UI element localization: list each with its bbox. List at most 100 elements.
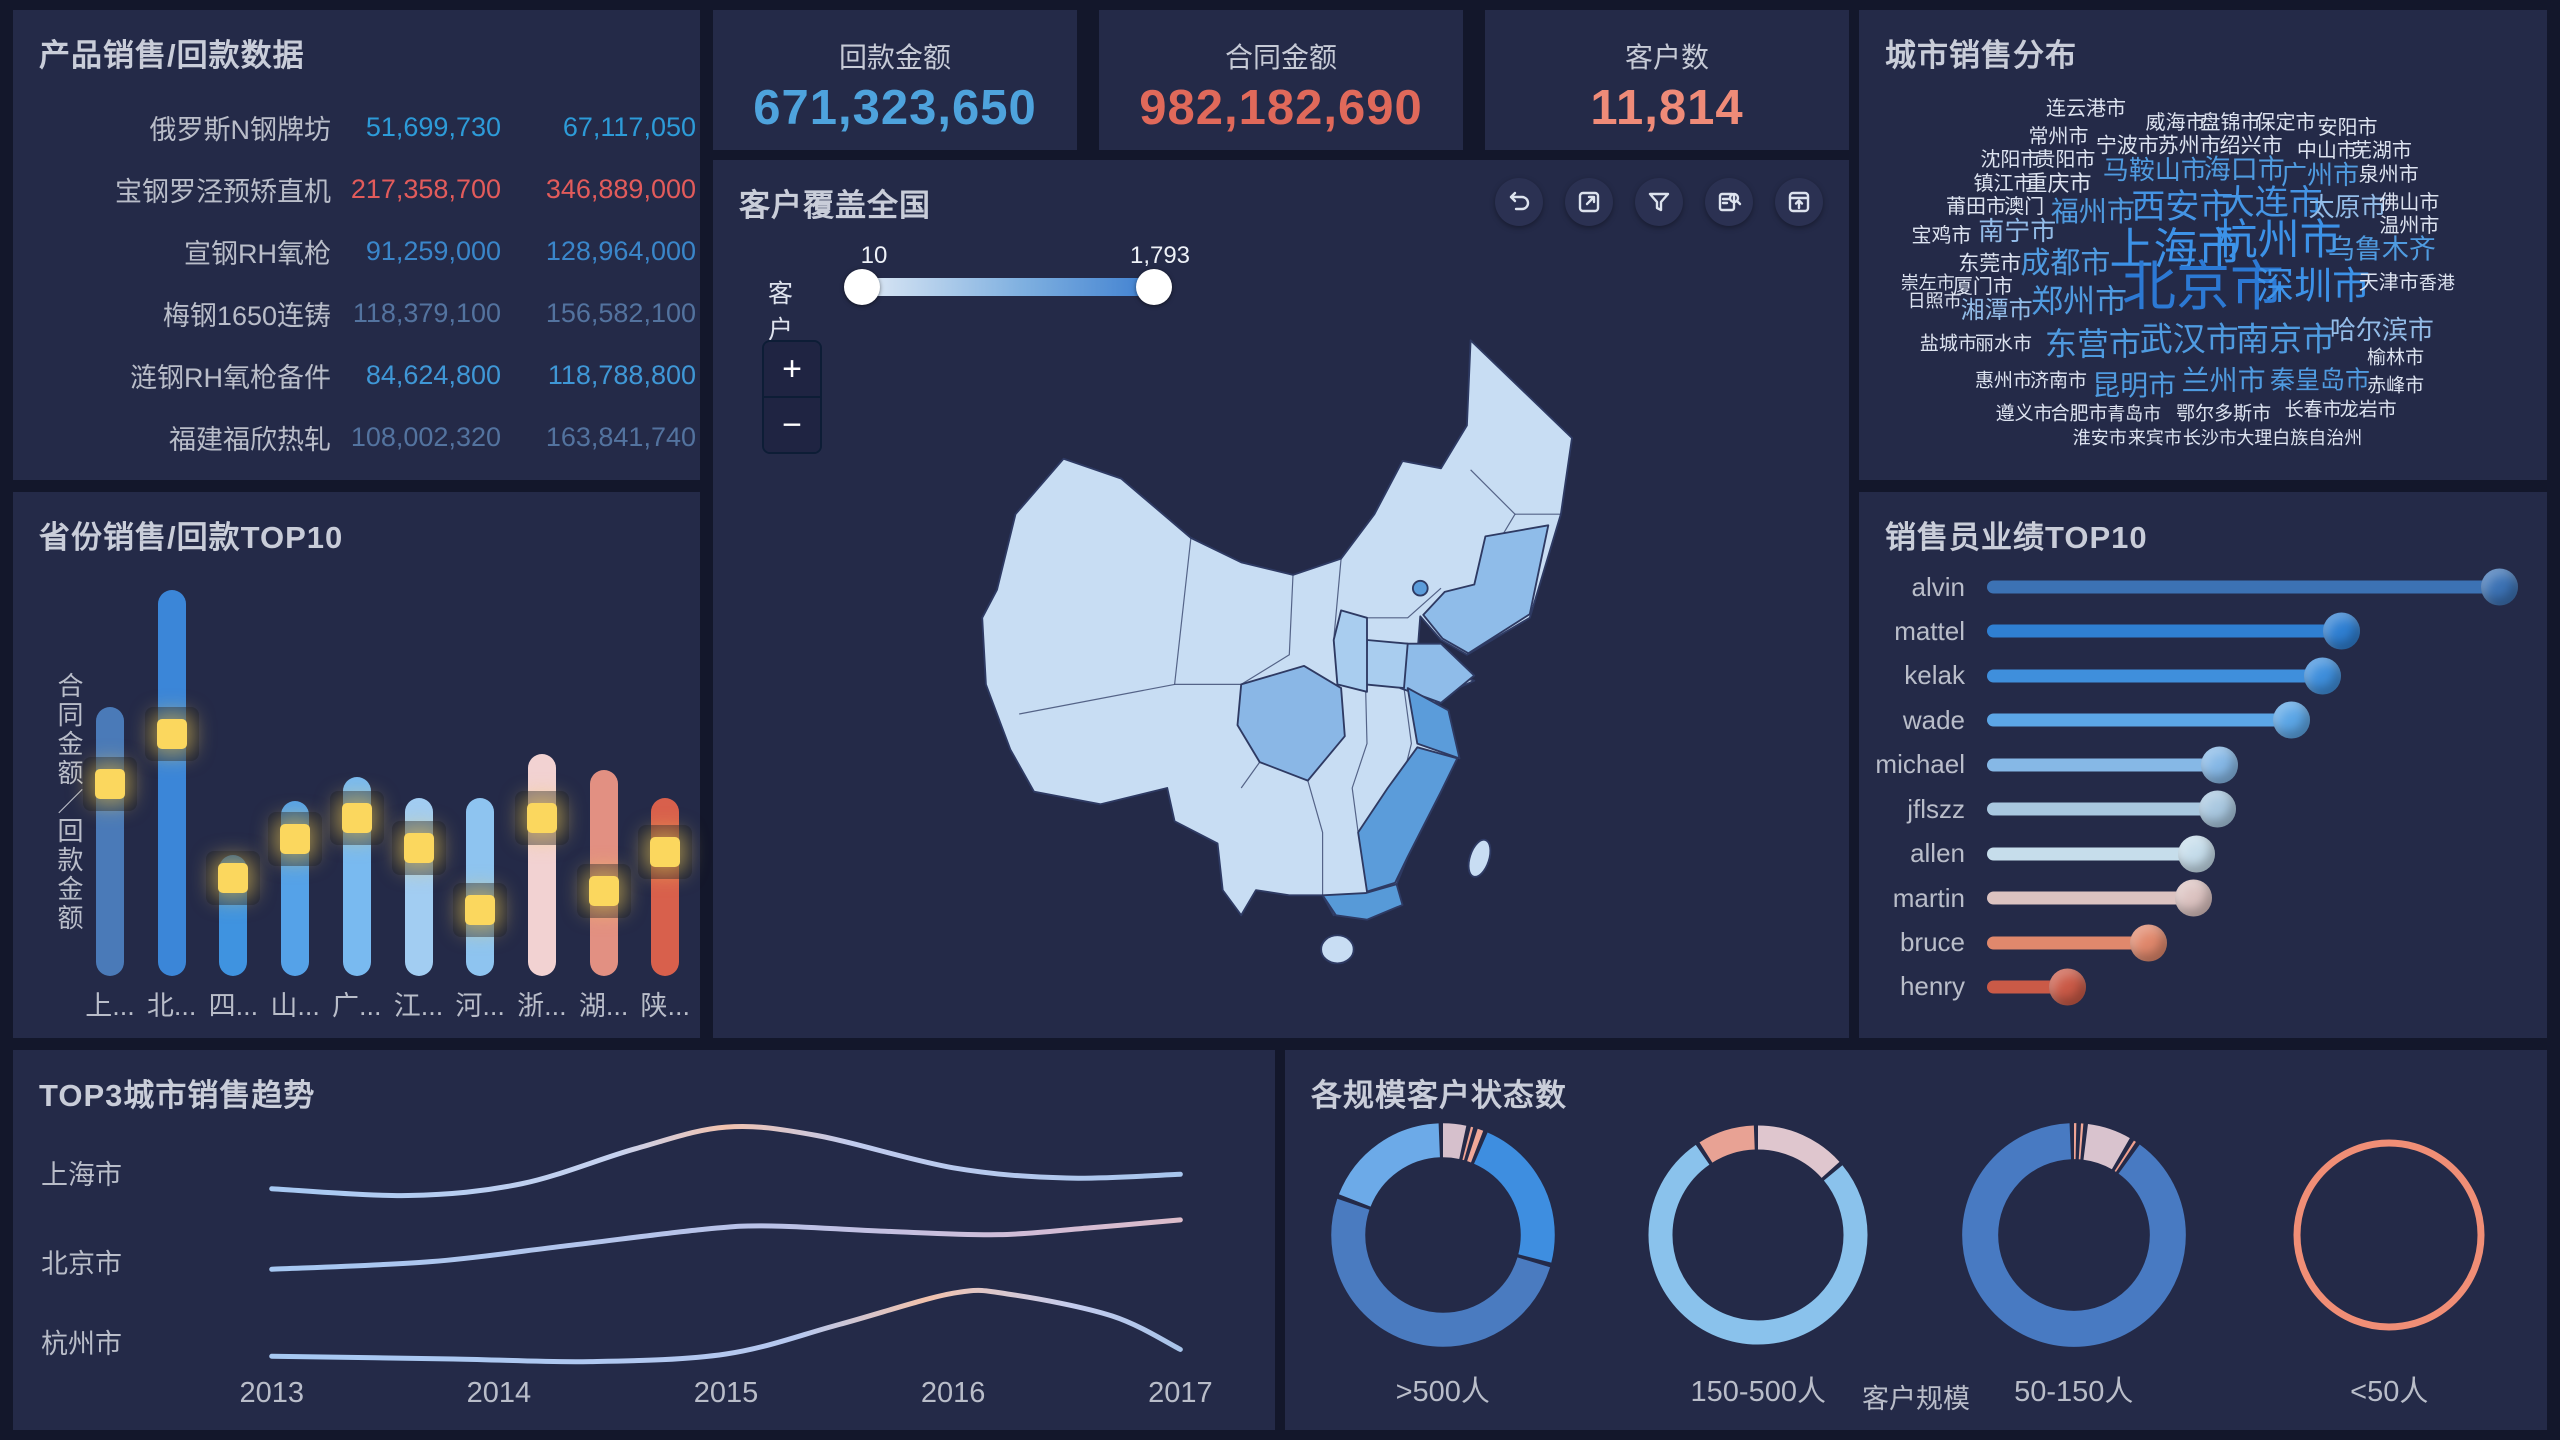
donut-charts: >500人 150-500人 50-150人 <50人 bbox=[1285, 1110, 2547, 1410]
map-region-jiangsu bbox=[1406, 687, 1461, 760]
salesperson-name: michael bbox=[1875, 749, 1965, 780]
sales-row: alvin bbox=[1873, 566, 2527, 608]
undo-icon[interactable] bbox=[1495, 178, 1543, 226]
wordcloud-city: 保定市 bbox=[2255, 111, 2316, 134]
panel-title: 销售员业绩TOP10 bbox=[1885, 520, 2148, 555]
wordcloud-city: 盘锦市 bbox=[2200, 111, 2261, 134]
salesperson-name: allen bbox=[1910, 838, 1965, 869]
china-map[interactable] bbox=[788, 270, 1798, 1010]
kpi-card-customers: 客户数 11,814 bbox=[1485, 10, 1849, 150]
sales-row: allen bbox=[1873, 833, 2527, 875]
donut-segment bbox=[2293, 1139, 2485, 1331]
yellow-marker bbox=[526, 803, 557, 833]
x-tick-label: 山... bbox=[270, 991, 320, 1021]
sales-bar-endpoint bbox=[2199, 790, 2237, 828]
wordcloud-city: 沈阳市 bbox=[1980, 149, 2041, 172]
marker-halo bbox=[453, 883, 508, 937]
value1: 108,002,320 bbox=[350, 421, 501, 452]
map-region-sichuan bbox=[1236, 664, 1346, 782]
wordcloud-city: 丽水市 bbox=[1974, 333, 2032, 355]
wordcloud-city: 湘潭市 bbox=[1960, 296, 2033, 324]
yellow-marker bbox=[156, 719, 187, 749]
map-zoom-control: + − bbox=[762, 340, 822, 454]
wordcloud-city: 海口市 bbox=[2203, 154, 2285, 185]
sales-bar bbox=[1987, 936, 2149, 949]
value1: 91,259,000 bbox=[365, 235, 501, 266]
value2: 346,889,000 bbox=[545, 173, 696, 204]
sales-bar-track bbox=[1973, 966, 2527, 1008]
wordcloud-city: 遵义市 bbox=[1995, 403, 2053, 425]
slider-handle-min[interactable] bbox=[844, 269, 880, 305]
x-tick-label: 广... bbox=[332, 991, 382, 1021]
sales-bar-endpoint bbox=[2273, 701, 2311, 739]
sales-row: michael bbox=[1873, 744, 2527, 786]
x-tick-label: 四... bbox=[208, 991, 259, 1021]
x-tick-label: 2015 bbox=[694, 1377, 759, 1409]
sales-bar bbox=[1987, 580, 2500, 594]
sales-bar-track bbox=[1973, 922, 2527, 964]
sales-bar bbox=[1987, 713, 2292, 727]
slider-max-value: 1,793 bbox=[1129, 242, 1191, 269]
expand-icon[interactable] bbox=[1565, 178, 1613, 226]
panel-sales-top10: 销售员业绩TOP10 alvin mattel kelak wade michael jf… bbox=[1859, 492, 2547, 1038]
marker-halo bbox=[391, 821, 446, 875]
value2: 156,582,100 bbox=[545, 297, 696, 328]
yellow-marker bbox=[95, 769, 125, 799]
slider-track[interactable] bbox=[860, 278, 1155, 296]
wordcloud-city: 鄂尔多斯市 bbox=[2176, 403, 2272, 425]
marker-halo bbox=[268, 812, 323, 866]
sales-row: kelak bbox=[1873, 655, 2527, 697]
value2: 118,788,800 bbox=[547, 359, 696, 390]
value1: 84,624,800 bbox=[365, 359, 501, 390]
wordcloud-city: 芜湖市 bbox=[2351, 140, 2412, 162]
data-view-icon[interactable] bbox=[1705, 178, 1753, 226]
kpi-value: 671,323,650 bbox=[753, 81, 1037, 135]
sales-bar-track bbox=[1973, 833, 2527, 875]
wordcloud-city: 马鞍山市 bbox=[2102, 154, 2207, 185]
value1: 217,358,700 bbox=[350, 173, 501, 204]
city-wordcloud: 连云港市 威海市 盘锦市 保定市 安阳市 常州市 宁波市 苏州市 绍兴市 中山市 芜湖市 沈阳市 贵阳市… bbox=[1859, 10, 2547, 480]
table-row: 梅钢1650连铸 118,379,100 156,582,100 bbox=[13, 282, 700, 344]
map-toolbar bbox=[1495, 178, 1823, 226]
donut-block: >500人 bbox=[1285, 1110, 1601, 1410]
province-bar bbox=[527, 754, 556, 976]
province-bar bbox=[96, 707, 124, 976]
table-row: 涟钢RH氧枪备件 84,624,800 118,788,800 bbox=[13, 344, 700, 406]
wordcloud-city: 连云港市 bbox=[2046, 97, 2127, 120]
product-table: 俄罗斯N钢牌坊 51,699,730 67,117,050 宝钢罗泾预矫直机 217,3… bbox=[13, 96, 700, 468]
donut-segment bbox=[1330, 1123, 1555, 1347]
export-icon[interactable] bbox=[1775, 178, 1823, 226]
wordcloud-city: 福州市 bbox=[2050, 196, 2135, 228]
wordcloud-city: 佛山市 bbox=[2379, 191, 2440, 214]
kpi-label: 客户数 bbox=[1624, 42, 1709, 73]
sales-bar bbox=[1987, 980, 2068, 994]
wordcloud-city: 深圳市 bbox=[2256, 266, 2371, 309]
marker-halo bbox=[83, 757, 137, 811]
donut-segment bbox=[1648, 1125, 1868, 1345]
panel-product-sales: 产品销售/回款数据 俄罗斯N钢牌坊 51,699,730 67,117,050 宝钢罗… bbox=[13, 10, 700, 480]
wordcloud-city: 东营市 bbox=[2044, 325, 2141, 362]
salesperson-name: henry bbox=[1899, 971, 1965, 1002]
zoom-out-button[interactable]: − bbox=[764, 396, 820, 452]
product-name: 宣钢RH氧枪 bbox=[184, 238, 331, 269]
x-tick-label: 2014 bbox=[467, 1377, 532, 1409]
filter-icon[interactable] bbox=[1635, 178, 1683, 226]
salesperson-name: wade bbox=[1902, 704, 1965, 735]
wordcloud-city: 青岛市 bbox=[2107, 404, 2162, 425]
wordcloud-city: 来宾市 bbox=[2127, 427, 2182, 448]
donut-block: <50人 bbox=[2232, 1110, 2548, 1410]
sales-bar-track bbox=[1973, 566, 2527, 608]
wordcloud-city: 天津市 bbox=[2358, 271, 2419, 294]
wordcloud-city: 重庆市 bbox=[2025, 170, 2092, 196]
wordcloud-city: 绍兴市 bbox=[2219, 134, 2283, 158]
wordcloud-city: 成都市 bbox=[2020, 246, 2111, 280]
zoom-in-button[interactable]: + bbox=[764, 342, 820, 396]
slider-handle-max[interactable] bbox=[1136, 269, 1172, 305]
panel-title: 客户覆盖全国 bbox=[739, 188, 931, 223]
salesperson-name: martin bbox=[1892, 882, 1965, 913]
map-region-zhejiang-fujian bbox=[1357, 746, 1459, 893]
wordcloud-city: 宁波市 bbox=[2095, 134, 2159, 158]
wordcloud-city: 昆明市 bbox=[2092, 370, 2177, 401]
wordcloud-city: 赤峰市 bbox=[2367, 375, 2425, 397]
map-region-liaoning bbox=[1422, 524, 1550, 655]
